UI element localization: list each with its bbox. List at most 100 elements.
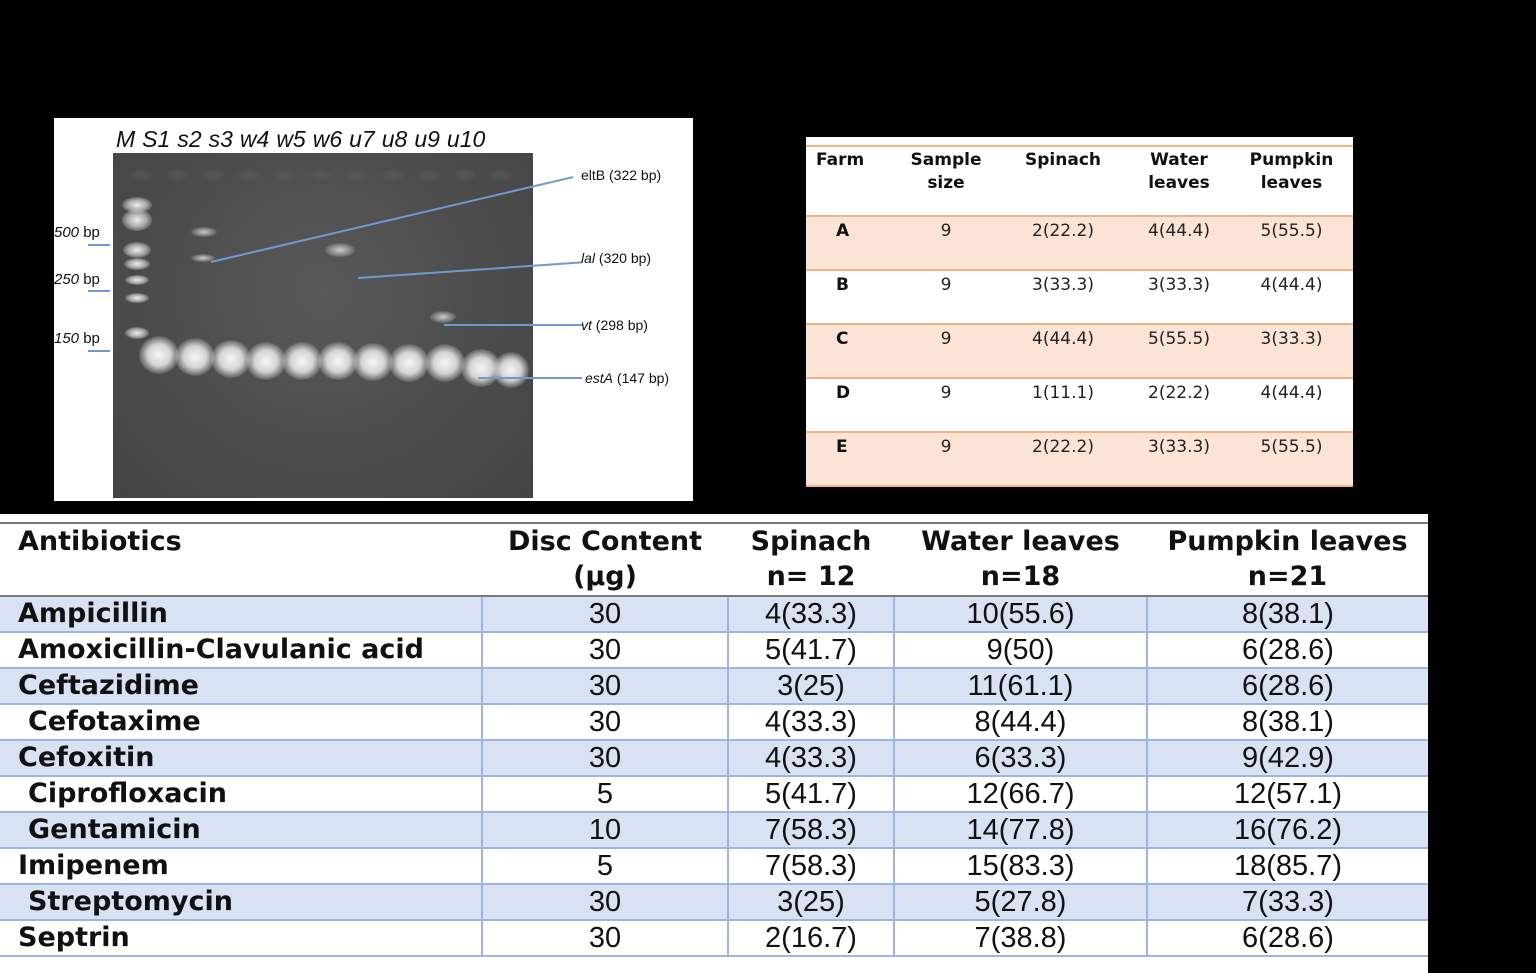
annotation-label-estA: estA (147 bp): [585, 370, 670, 386]
table-row: Streptomycin 30 3(25) 5(27.8) 7(33.3): [0, 884, 1428, 921]
cell-spinach: 2(16.7): [727, 920, 894, 957]
column-header-spinach: Spinach n= 12: [728, 524, 894, 597]
cell-pumpkin-leaves: 4(44.4): [1230, 269, 1353, 324]
cell-pumpkin-leaves: 6(28.6): [1146, 920, 1428, 957]
cell-water-leaves: 10(55.6): [893, 596, 1147, 633]
column-header-disc-content: Disc Content (µg): [482, 524, 728, 597]
band-estA: [425, 344, 465, 382]
table-row: Ceftazidime 30 3(25) 11(61.1) 6(28.6): [0, 668, 1428, 705]
column-header-pumpkin-leaves: Pumpkin leaves n=21: [1147, 524, 1428, 597]
cell-water-leaves: 12(66.7): [893, 776, 1147, 813]
cell-disc-content: 5: [481, 848, 728, 885]
band-estA: [175, 338, 215, 376]
cell-sample-size: 9: [894, 323, 998, 378]
ladder-band: [125, 327, 149, 339]
cell-water-leaves: 3(33.3): [1128, 269, 1230, 324]
lane-label: M: [116, 126, 136, 152]
cell-spinach: 3(25): [727, 668, 894, 705]
cell-disc-content: 30: [481, 632, 728, 669]
column-header-sample-size: Sample size: [894, 145, 998, 216]
band-estA: [493, 352, 529, 388]
gel-electrophoresis-figure: M S1 s2 s3 w4 w5 w6 u7 u8 u9 u10: [54, 118, 693, 501]
cell-water-leaves: 11(61.1): [893, 668, 1147, 705]
ladder-tick: [88, 290, 110, 292]
annotation-label-lal: lal (320 bp): [581, 250, 652, 266]
cell-spinach: 2(22.2): [998, 215, 1128, 270]
ladder-label-150: 150 bp: [54, 330, 100, 347]
ladder-band: [125, 275, 149, 285]
farm-prevalence-table-panel: Farm Sample size Spinach Water leaves Pump…: [806, 137, 1353, 487]
cell-pumpkin-leaves: 12(57.1): [1146, 776, 1428, 813]
band-estA: [246, 342, 286, 380]
cell-antibiotic: Amoxicillin-Clavulanic acid: [0, 632, 482, 669]
table-row: Cefoxitin 30 4(33.3) 6(33.3) 9(42.9): [0, 740, 1428, 777]
cell-pumpkin-leaves: 7(33.3): [1146, 884, 1428, 921]
cell-pumpkin-leaves: 5(55.5): [1230, 431, 1353, 487]
band-estA: [282, 342, 322, 380]
ladder-tick: [88, 350, 110, 352]
gel-well: [202, 169, 224, 181]
sample-band-eltB: [191, 227, 217, 237]
lane-label: s2: [177, 126, 202, 152]
cell-pumpkin-leaves: 6(28.6): [1146, 632, 1428, 669]
cell-sample-size: 9: [894, 431, 998, 487]
ladder-band: [122, 197, 152, 213]
gel-well: [274, 169, 296, 181]
cell-water-leaves: 6(33.3): [893, 740, 1147, 777]
gel-well: [238, 169, 260, 181]
annotation-label-vt: vt (298 bp): [581, 317, 648, 333]
cell-water-leaves: 15(83.3): [893, 848, 1147, 885]
table-row: Amoxicillin-Clavulanic acid 30 5(41.7) 9…: [0, 632, 1428, 669]
ladder-band: [124, 258, 150, 270]
cell-water-leaves: 5(55.5): [1128, 323, 1230, 378]
cell-antibiotic: Ciprofloxacin: [0, 776, 482, 813]
cell-sample-size: 9: [894, 377, 998, 432]
cell-pumpkin-leaves: 9(42.9): [1146, 740, 1428, 777]
table-row: D 9 1(11.1) 2(22.2) 4(44.4): [806, 377, 1353, 432]
cell-farm: D: [806, 377, 894, 432]
table-row: E 9 2(22.2) 3(33.3) 5(55.5): [806, 431, 1353, 487]
annotation-label-eltB: eltB (322 bp): [581, 167, 662, 183]
cell-disc-content: 30: [481, 704, 728, 741]
cell-spinach: 4(33.3): [727, 704, 894, 741]
lane-label: u8: [381, 126, 408, 152]
ladder-label-500: 500 bp: [54, 224, 100, 241]
farm-prevalence-table: Farm Sample size Spinach Water leaves Pump…: [806, 145, 1353, 487]
cell-pumpkin-leaves: 8(38.1): [1146, 596, 1428, 633]
gel-well: [310, 169, 332, 181]
table-row: Gentamicin 10 7(58.3) 14(77.8) 16(76.2): [0, 812, 1428, 849]
cell-farm: C: [806, 323, 894, 378]
cell-spinach: 4(44.4): [998, 323, 1128, 378]
table-row: Ciprofloxacin 5 5(41.7) 12(66.7) 12(57.1…: [0, 776, 1428, 813]
lane-label: u9: [414, 126, 440, 152]
gel-lane-labels: M S1 s2 s3 w4 w5 w6 u7 u8 u9 u10: [116, 126, 492, 153]
ladder-band: [122, 209, 152, 231]
cell-spinach: 5(41.7): [727, 632, 894, 669]
cell-antibiotic: Gentamicin: [0, 812, 482, 849]
cell-pumpkin-leaves: 16(76.2): [1146, 812, 1428, 849]
gel-well: [490, 169, 512, 181]
band-estA: [353, 343, 393, 381]
ladder-band: [125, 293, 149, 303]
lane-label: u7: [349, 126, 375, 152]
cell-antibiotic: Septrin: [0, 920, 482, 957]
ladder-label-250: 250 bp: [54, 271, 100, 288]
cell-disc-content: 30: [481, 740, 728, 777]
ladder-band: [123, 242, 151, 258]
lane-label: w4: [239, 126, 270, 152]
cell-disc-content: 30: [481, 884, 728, 921]
sample-band-vt: [430, 311, 456, 323]
cell-pumpkin-leaves: 6(28.6): [1146, 668, 1428, 705]
gel-well: [382, 169, 404, 181]
column-header-pumpkin-leaves: Pumpkin leaves: [1230, 145, 1353, 216]
cell-farm: A: [806, 215, 894, 270]
table-row: Imipenem 5 7(58.3) 15(83.3) 18(85.7): [0, 848, 1428, 885]
cell-pumpkin-leaves: 18(85.7): [1146, 848, 1428, 885]
cell-spinach: 1(11.1): [998, 377, 1128, 432]
cell-disc-content: 10: [481, 812, 728, 849]
cell-farm: B: [806, 269, 894, 324]
gel-well: [346, 169, 368, 181]
lane-label: w5: [276, 126, 306, 152]
cell-disc-content: 30: [481, 596, 728, 633]
band-estA: [139, 336, 179, 374]
